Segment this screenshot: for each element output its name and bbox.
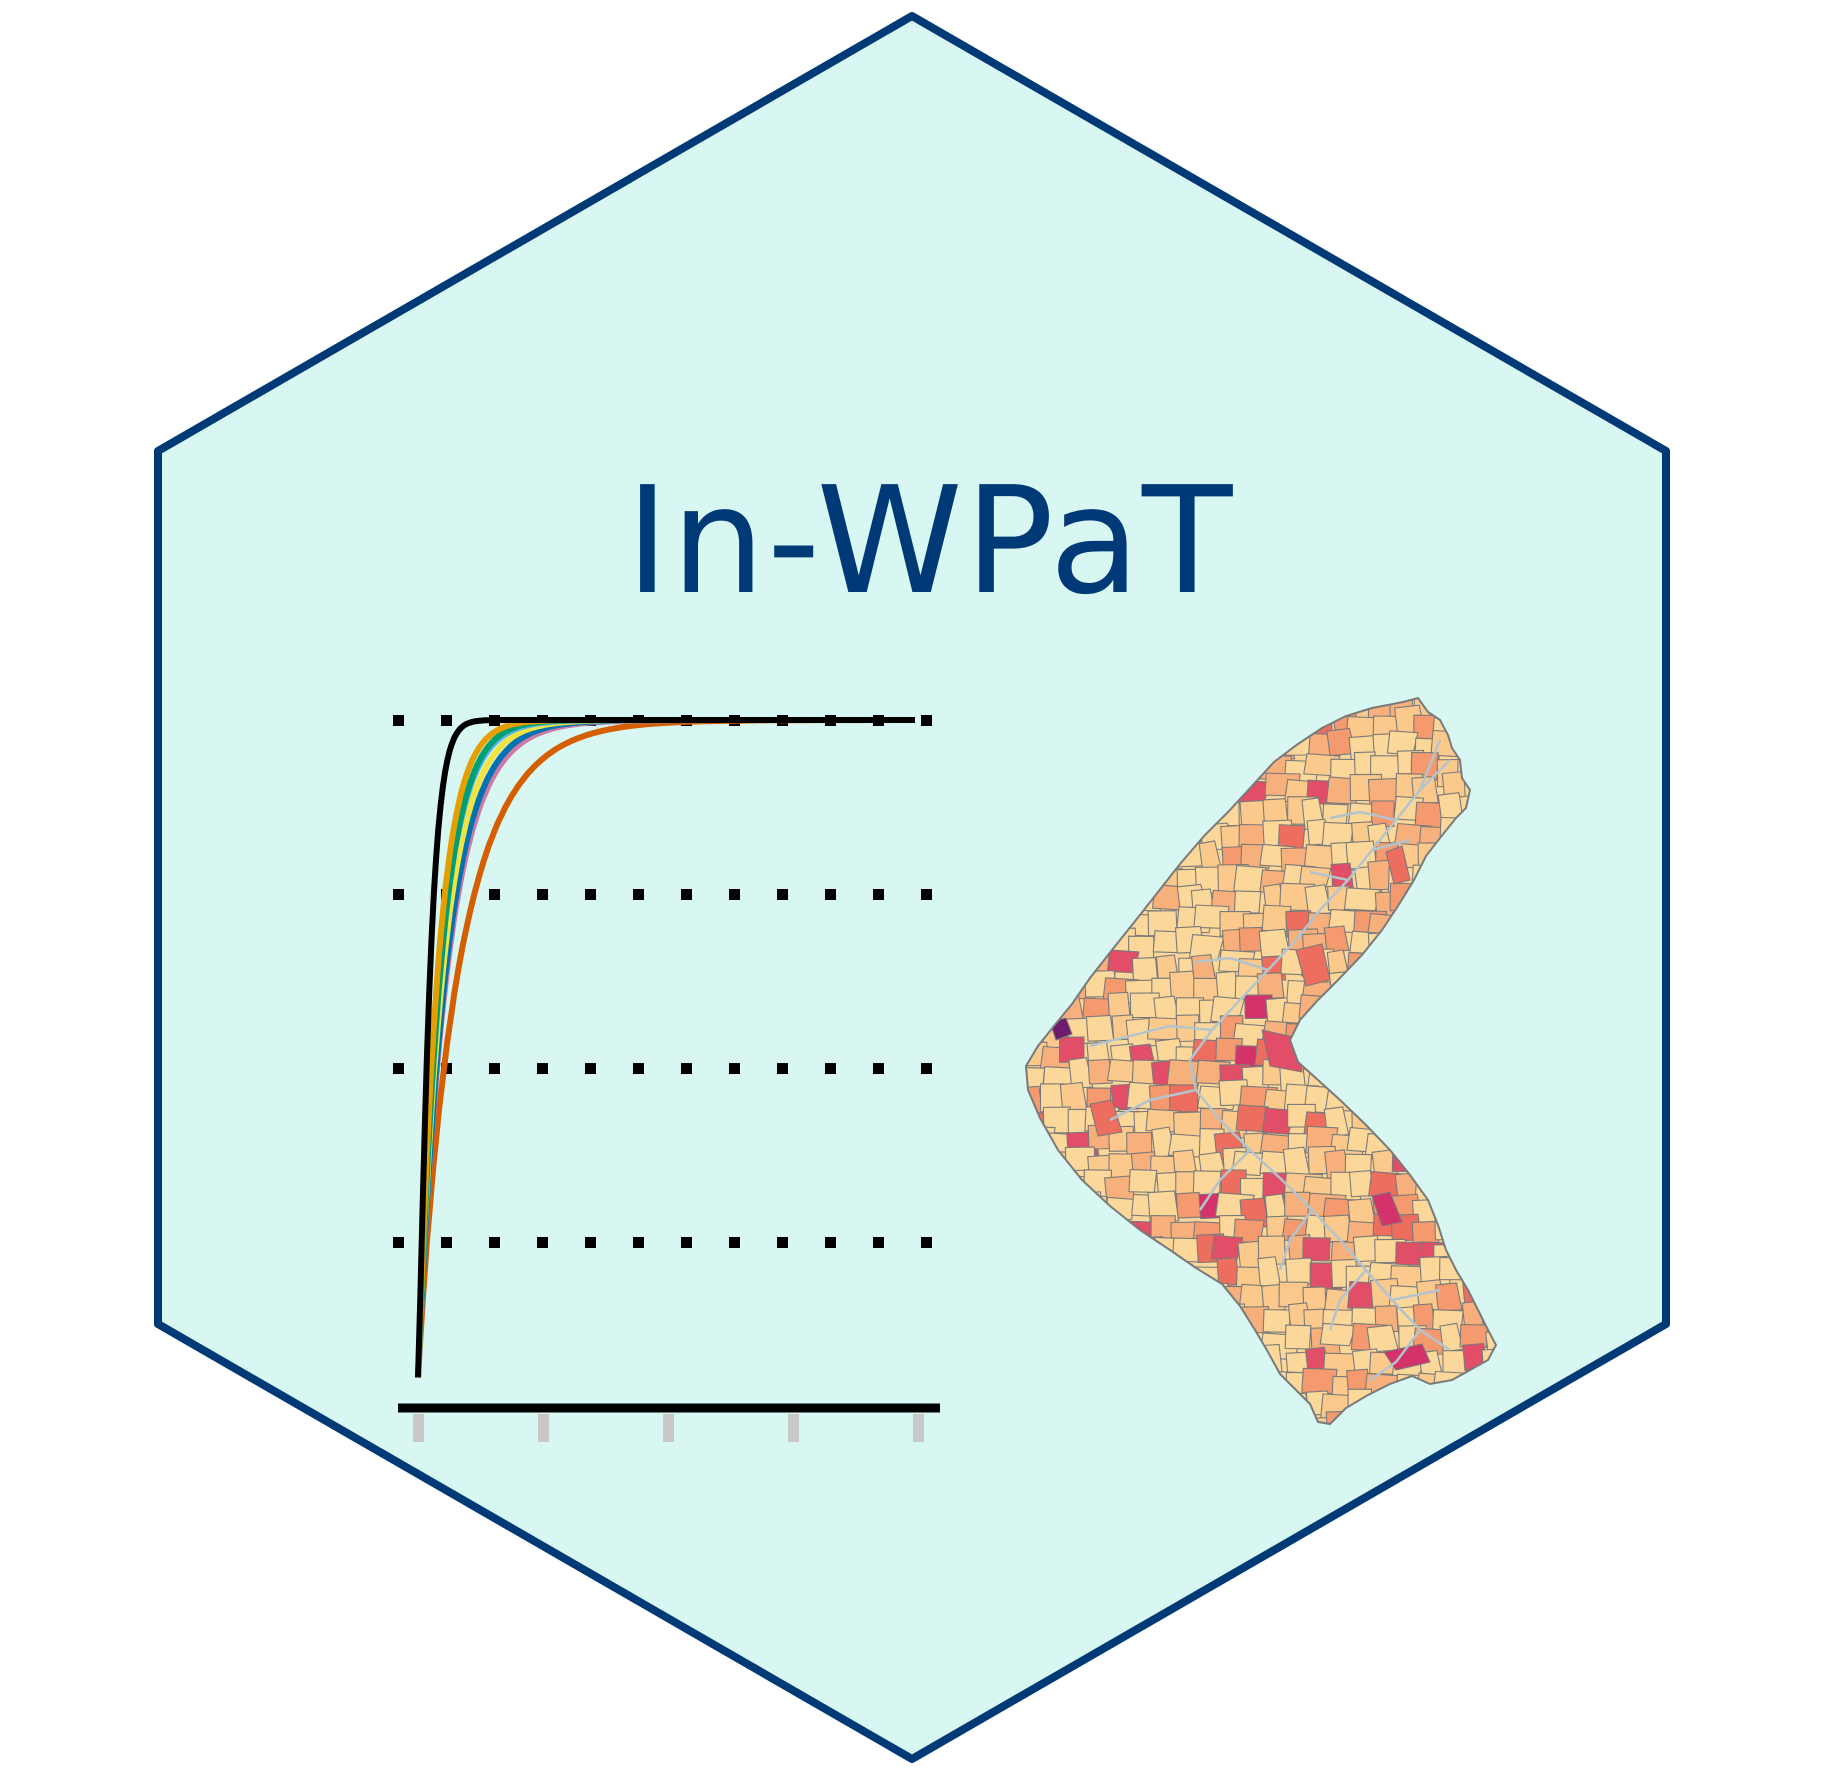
grid-dot	[441, 715, 452, 726]
stream-line	[1188, 759, 1451, 1352]
subbasin-cell-highlight	[1385, 845, 1411, 885]
series-line	[415, 717, 916, 1378]
subbasin-cell	[1068, 1056, 1094, 1090]
subbasin-cell	[1169, 1084, 1199, 1113]
cumulative-curves-chart	[393, 715, 940, 1442]
subbasin-cell	[1210, 1234, 1244, 1261]
grid-dot	[681, 1237, 692, 1248]
stream-line	[1109, 1088, 1197, 1122]
subbasin-cell	[1147, 1190, 1180, 1223]
grid-dot	[921, 889, 932, 900]
watershed-outline	[1024, 696, 1498, 1426]
logo-title: In-WPaT	[626, 455, 1235, 627]
grid-dot	[633, 1063, 644, 1074]
stream-line	[1329, 810, 1397, 822]
subbasin-cell	[1343, 887, 1381, 912]
stream-line	[1278, 1209, 1314, 1271]
subbasin-cell	[1301, 1367, 1338, 1395]
grid-dot	[489, 1063, 500, 1074]
x-axis-tick	[663, 1414, 674, 1442]
grid-dot	[393, 889, 404, 900]
stream-line	[1418, 739, 1442, 791]
stream-line	[1195, 956, 1269, 972]
grid-dot	[825, 1237, 836, 1248]
grid-dot	[489, 889, 500, 900]
subbasin-cell	[1085, 1014, 1115, 1042]
subbasin-cell	[1175, 1191, 1204, 1219]
grid-dot	[681, 889, 692, 900]
subbasin-cell	[1323, 925, 1350, 953]
grid-dot	[873, 1063, 884, 1074]
grid-dot	[777, 1063, 788, 1074]
stream-line	[1089, 1024, 1213, 1048]
grid-dot	[633, 1237, 644, 1248]
subbasin-cell	[1257, 1235, 1286, 1265]
subbasin-cell	[1434, 1282, 1463, 1312]
grid-dot	[825, 1063, 836, 1074]
grid-dot	[921, 715, 932, 726]
grid-dot	[537, 889, 548, 900]
grid-dot	[393, 715, 404, 726]
x-axis-tick	[538, 1414, 549, 1442]
grid-dot	[777, 1237, 788, 1248]
subbasin-cell	[1087, 1058, 1113, 1085]
grid-dot	[777, 889, 788, 900]
grid-dot	[729, 1063, 740, 1074]
grid-dot	[393, 1237, 404, 1248]
grid-dot	[633, 889, 644, 900]
stream-line	[1371, 838, 1411, 852]
subbasin-cell	[1284, 1324, 1312, 1350]
x-axis-tick	[788, 1414, 799, 1442]
subbasin-cell	[1347, 1198, 1376, 1225]
hexagon-background	[154, 12, 1670, 1763]
stream-line	[1391, 1288, 1441, 1302]
subbasin-cell-highlight	[1295, 943, 1331, 987]
subbasin-cell	[1319, 1322, 1357, 1347]
stream-line	[1328, 1269, 1367, 1331]
grid-dot	[921, 1063, 932, 1074]
grid-dot	[585, 889, 596, 900]
grid-dot	[537, 1237, 548, 1248]
subbasin-cell-highlight	[1089, 1099, 1123, 1137]
stream-line	[1198, 1149, 1251, 1211]
grid-dot	[537, 1063, 548, 1074]
subbasin-cell	[1190, 954, 1217, 982]
grid-dot	[585, 1063, 596, 1074]
gridline-dotted	[393, 1237, 932, 1248]
grid-dot	[441, 1237, 452, 1248]
subbasin-cell	[1371, 800, 1395, 827]
subbasin-cell	[1233, 890, 1262, 914]
stream-line	[1309, 870, 1349, 882]
grid-dot	[921, 1237, 932, 1248]
grid-dot	[873, 1237, 884, 1248]
grid-dot	[729, 1237, 740, 1248]
grid-dot	[489, 1237, 500, 1248]
subbasin-cell	[1128, 1168, 1158, 1193]
x-axis-tick	[913, 1414, 924, 1442]
grid-dot	[681, 1063, 692, 1074]
grid-dot	[393, 1063, 404, 1074]
subbasin-cell	[1302, 1237, 1331, 1262]
subbasin-cell-highlight	[1371, 1191, 1403, 1227]
subbasin-cell	[1411, 776, 1439, 805]
x-axis-tick	[413, 1414, 424, 1442]
subbasin-cell	[1459, 1324, 1489, 1348]
stream-line	[1369, 1329, 1421, 1382]
grid-dot	[825, 889, 836, 900]
grid-dot	[585, 1237, 596, 1248]
grid-dot	[729, 889, 740, 900]
grid-dot	[873, 889, 884, 900]
